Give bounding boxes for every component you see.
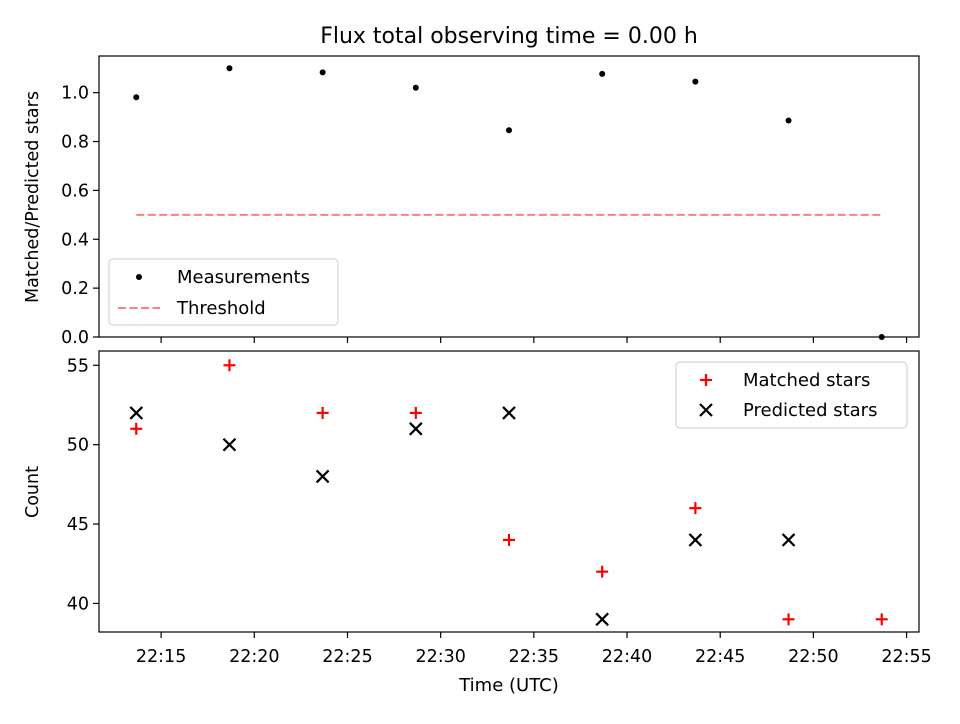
matched-star-point [130,422,143,435]
top-y-tick-label: 1.0 [61,84,89,104]
x-tick-label: 22:35 [509,647,559,667]
top-plot: 0.0 0.2 0.4 0.6 0.8 1.0 Matched/Predicted sta… [23,55,920,348]
bottom-x-ticks: 22:15 22:20 22:25 22:30 22:35 22:40 22:45 22:50… [136,632,932,667]
top-y-tick-label: 0.0 [61,328,89,348]
matched-star-point [875,613,888,626]
top-data-marks [133,65,885,340]
top-y-tick-label: 0.6 [61,181,89,201]
predicted-star-point [315,469,330,484]
top-y-tick-label: 0.8 [61,133,89,153]
measurement-point [506,127,512,134]
x-tick-label: 22:50 [788,647,838,667]
x-tick-label: 22:55 [881,647,931,667]
x-tick-label: 22:40 [602,647,652,667]
predicted-star-point [222,437,237,452]
predicted-star-point [129,406,144,420]
matched-star-point [596,565,609,578]
measurement-point [133,94,140,101]
measurement-point [692,78,699,85]
x-tick-label: 22:30 [415,647,465,667]
matched-star-point [223,359,236,372]
measurement-point [412,84,419,91]
top-y-axis-label: Matched/Predicted stars [23,91,43,303]
matched-star-point [503,533,515,546]
legend-predicted-label: Predicted stars [743,400,877,421]
bottom-y-tick-label: 55 [67,356,89,376]
predicted-star-point [595,612,609,627]
bottom-legend-box [675,361,908,429]
measurement-point [599,70,606,77]
matched-star-point [409,406,422,419]
legend-measurements-label: Measurements [177,267,310,288]
measurement-point [785,117,792,124]
legend-matched-label: Matched stars [743,370,870,391]
legend-predicted-marker [699,403,713,417]
measurement-point [319,69,326,76]
bottom-y-ticks: 40 45 50 55 [67,356,99,614]
top-y-tick-label: 0.2 [61,279,89,299]
bottom-axes-frame [98,350,920,633]
bottom-y-axis-label: Count [23,466,43,518]
x-tick-label: 22:25 [322,647,372,667]
x-axis-label: Time (UTC) [458,675,559,696]
bottom-data-marks [129,359,888,627]
predicted-star-point [502,406,516,420]
top-y-ticks: 0.0 0.2 0.4 0.6 0.8 1.0 [61,84,99,348]
top-x-tick-marks [160,337,908,343]
top-legend: Measurements Threshold [108,258,339,326]
predicted-star-point [688,533,703,547]
x-tick-label: 22:15 [136,647,186,667]
x-tick-label: 22:45 [695,647,745,667]
matched-star-point [782,613,795,626]
chart-title: Flux total observing time = 0.00 h [320,24,698,49]
bottom-y-tick-label: 40 [67,594,89,614]
x-tick-label: 22:20 [229,647,279,667]
bottom-y-tick-label: 50 [67,436,89,456]
legend-matched-marker [700,374,712,386]
predicted-star-point [781,533,796,547]
predicted-star-point [409,422,423,436]
top-axes-frame [98,55,920,338]
top-y-tick-label: 0.4 [61,230,89,250]
top-legend-box [108,258,339,326]
matched-star-point [316,406,329,419]
bottom-legend: Matched stars Predicted stars [675,361,908,429]
matched-star-point [689,502,702,515]
measurement-point [226,65,233,72]
legend-measurements-marker [136,274,142,280]
legend-threshold-label: Threshold [176,298,266,319]
bottom-y-tick-label: 45 [67,515,89,535]
